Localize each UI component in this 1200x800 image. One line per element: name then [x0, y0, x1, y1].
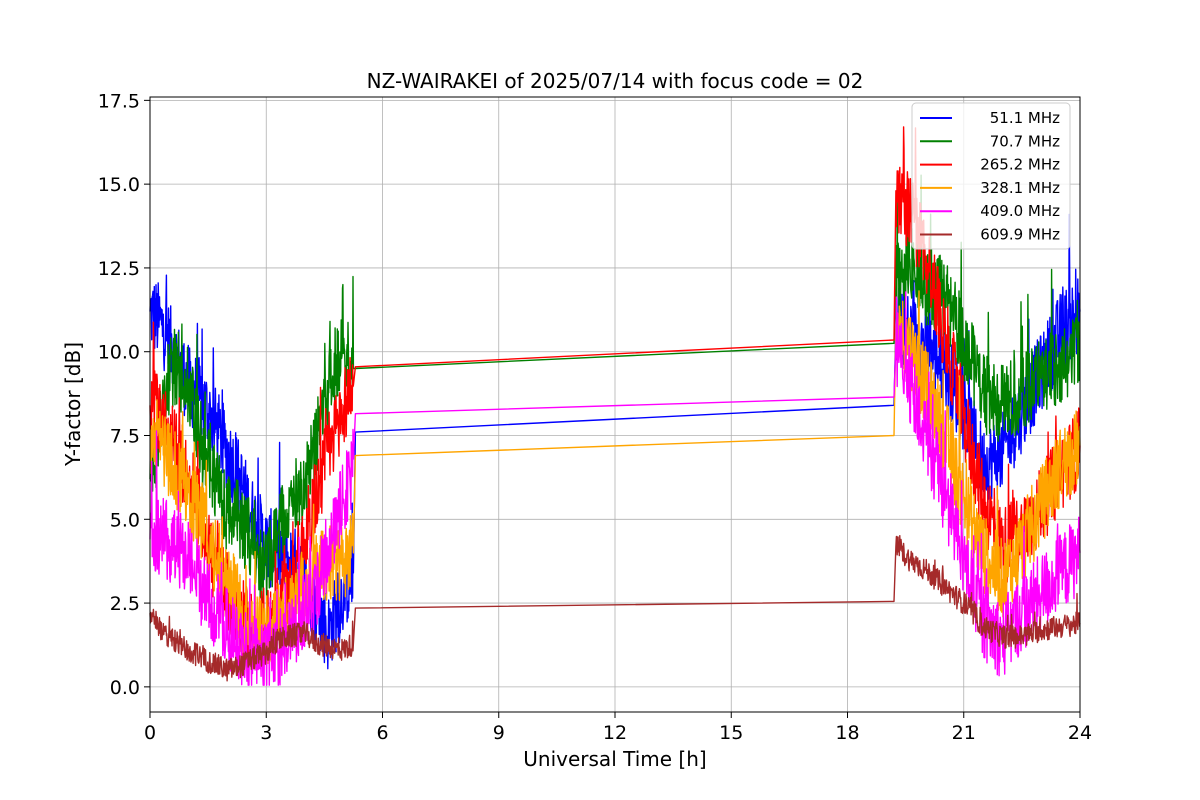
legend-label: 609.9 MHz	[980, 226, 1060, 244]
x-tick-label: 9	[493, 722, 505, 744]
series-line	[149, 290, 1081, 666]
series-line	[149, 174, 1081, 607]
y-tick-label: 5.0	[110, 509, 140, 531]
legend-box	[911, 102, 1071, 250]
y-axis-label: Y-factor [dB]	[61, 342, 85, 467]
x-axis-ticks: 0 3 6 9 12 15 18 21 24	[144, 712, 1092, 744]
x-tick-label: 24	[1068, 722, 1092, 744]
y-tick-label: 10.0	[98, 342, 140, 364]
y-axis-ticks: 0.0 2.5 5.0 7.5 10.0 12.5 15.0 17.5	[98, 90, 150, 699]
x-tick-label: 12	[603, 722, 627, 744]
x-tick-label: 15	[719, 722, 743, 744]
x-tick-label: 3	[260, 722, 272, 744]
y-tick-label: 2.5	[110, 593, 140, 615]
legend: 51.1 MHz 70.7 MHz 265.2 MHz 328.1 MHz 409.0 …	[911, 102, 1071, 250]
x-tick-label: 21	[952, 722, 976, 744]
legend-label: 328.1 MHz	[980, 179, 1060, 197]
legend-label: 409.0 MHz	[980, 202, 1060, 220]
legend-label: 70.7 MHz	[990, 132, 1060, 150]
legend-label: 51.1 MHz	[990, 109, 1060, 127]
y-tick-label: 17.5	[98, 90, 140, 112]
series-line	[149, 535, 1081, 682]
chart-title: NZ-WAIRAKEI of 2025/07/14 with focus cod…	[367, 69, 864, 93]
legend-label: 265.2 MHz	[980, 156, 1060, 174]
x-tick-label: 18	[835, 722, 859, 744]
y-tick-label: 7.5	[110, 426, 140, 448]
series-layer	[149, 126, 1081, 686]
x-tick-label: 6	[376, 722, 388, 744]
y-tick-label: 0.0	[110, 677, 140, 699]
x-axis-label: Universal Time [h]	[523, 747, 706, 771]
x-tick-label: 0	[144, 722, 156, 744]
series-line	[149, 291, 1081, 686]
legend-items: 51.1 MHz 70.7 MHz 265.2 MHz 328.1 MHz 409.0 …	[920, 109, 1060, 244]
y-tick-label: 12.5	[98, 258, 140, 280]
y-tick-label: 15.0	[98, 174, 140, 196]
